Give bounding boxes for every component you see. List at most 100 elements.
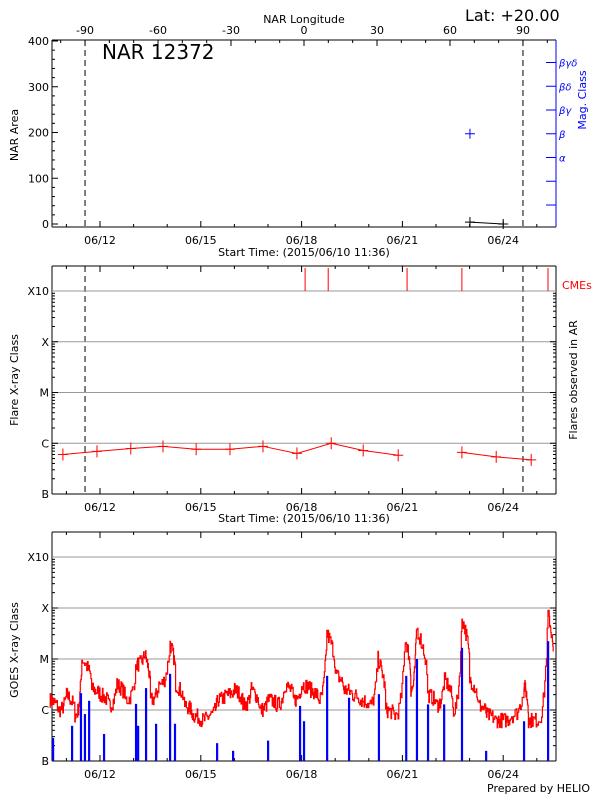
longitude-tick-label: 0 [301,24,308,37]
prepared-by-credit: Prepared by HELIO [487,782,590,795]
flare-point [158,440,168,453]
longitude-tick-label: 30 [370,24,384,37]
goes-short-channel-spike [426,704,430,761]
longitude-tick-label: -90 [76,24,94,37]
longitude-tick-label: -30 [222,24,240,37]
flare-point [326,437,337,450]
longitude-tick-label: 90 [516,24,530,37]
area-line [469,221,504,225]
date-tick-label: 06/15 [185,501,217,514]
goes-short-channel-spike [144,688,148,761]
date-tick-label: 06/15 [185,768,217,781]
class-tick-label: X10 [27,285,49,298]
goes-short-channel-spike [173,723,177,761]
goes-short-channel-spike [443,704,446,761]
area-point [498,219,509,229]
mag-class-tick-label: βγ [558,106,572,117]
goes-class-axis-label: GOES X-ray Class [8,602,21,698]
area-tick-label: 100 [28,172,49,185]
flares-observed-axis-label: Flares observed in AR [567,320,580,440]
class-tick-label: M [40,387,50,400]
class-tick-label: B [41,488,49,501]
goes-short-channel-spike [155,723,158,761]
area-tick-label: 200 [28,127,49,140]
class-tick-label: X [41,336,49,349]
cmes-label: CMEs [562,279,592,292]
flare-point [526,453,537,466]
nar-area-axis-label: NAR Area [8,109,21,161]
date-tick-label: 06/12 [84,501,116,514]
date-tick-label: 06/18 [286,501,318,514]
date-tick-label: 06/18 [286,768,318,781]
date-tick-label: 06/24 [487,234,519,247]
mag-class-tick-label: βδ [558,82,572,93]
flare-point [358,444,369,457]
flare-start-time-label: Start Time: (2015/06/10 11:36) [218,512,390,525]
date-tick-label: 06/15 [185,234,217,247]
goes-short-channel-spike [298,705,302,761]
goes-short-channel-spike [79,693,83,761]
date-tick-label: 06/24 [487,768,519,781]
flare-point [291,447,302,460]
goes-short-channel-spike [460,647,464,761]
class-tick-label: C [41,437,49,450]
goes-short-channel-spike [302,721,306,761]
goes-short-channel-spike [102,733,106,761]
date-tick-label: 06/18 [286,234,318,247]
flare-point [257,440,268,453]
nar-start-time-label: Start Time: (2015/06/10 11:36) [218,246,390,259]
area-tick-label: 0 [42,218,49,231]
goes-short-channel-spike [405,675,408,761]
latitude-label: Lat: +20.00 [465,6,560,25]
goes-short-channel-spike [83,714,87,761]
goes-short-channel-spike [377,694,381,761]
goes-short-channel-spike [232,750,235,761]
goes-short-channel-spike [169,673,172,761]
flare-point [91,445,102,458]
class-tick-label: X10 [27,551,49,564]
flare-point [191,443,202,456]
goes-short-channel-spike [415,659,419,761]
longitude-tick-label: 60 [443,24,457,37]
flare-point [224,443,235,456]
class-tick-label: M [40,653,50,666]
flare-class-axis-label: Flare X-ray Class [8,334,21,426]
goes-short-channel-spike [71,725,74,761]
date-tick-label: 06/21 [387,234,419,247]
flare-point [456,446,467,459]
mag-class-tick-label: βγδ [558,59,577,70]
date-tick-label: 06/21 [387,768,419,781]
goes-short-channel-spike [134,703,138,761]
longitude-tick-label: -60 [149,24,167,37]
class-tick-label: B [41,755,49,768]
date-tick-label: 06/21 [387,501,419,514]
flare-point [57,448,68,461]
area-point [464,217,475,228]
nar-longitude-axis-label: NAR Longitude [263,13,345,26]
class-tick-label: C [41,704,49,717]
date-tick-label: 06/24 [487,501,519,514]
goes-short-channel-spike [51,738,55,761]
goes-short-channel-spike [88,700,91,761]
goes-short-channel-spike [326,675,329,761]
flare-point [125,442,136,455]
mag-class-axis-label: Mag. Class [576,70,589,129]
goes-short-channel-spike [216,743,219,761]
mag-class-tick-label: β [558,130,566,141]
goes-short-channel-spike [347,697,351,761]
date-tick-label: 06/12 [84,768,116,781]
class-tick-label: X [41,602,49,615]
goes-short-channel-spike [522,721,526,761]
goes-short-channel-spike [137,725,140,761]
goes-short-channel-spike [547,641,550,761]
goes-short-channel-spike [267,740,270,761]
mag-class-point [464,128,475,139]
goes-long-channel-line [49,609,554,729]
flare-point [393,449,404,462]
mag-class-tick-label: α [559,154,566,165]
goes-short-channel-spike [485,750,488,761]
area-tick-label: 300 [28,81,49,94]
flare-point [491,450,502,463]
date-tick-label: 06/12 [84,234,116,247]
area-tick-label: 400 [28,35,49,48]
